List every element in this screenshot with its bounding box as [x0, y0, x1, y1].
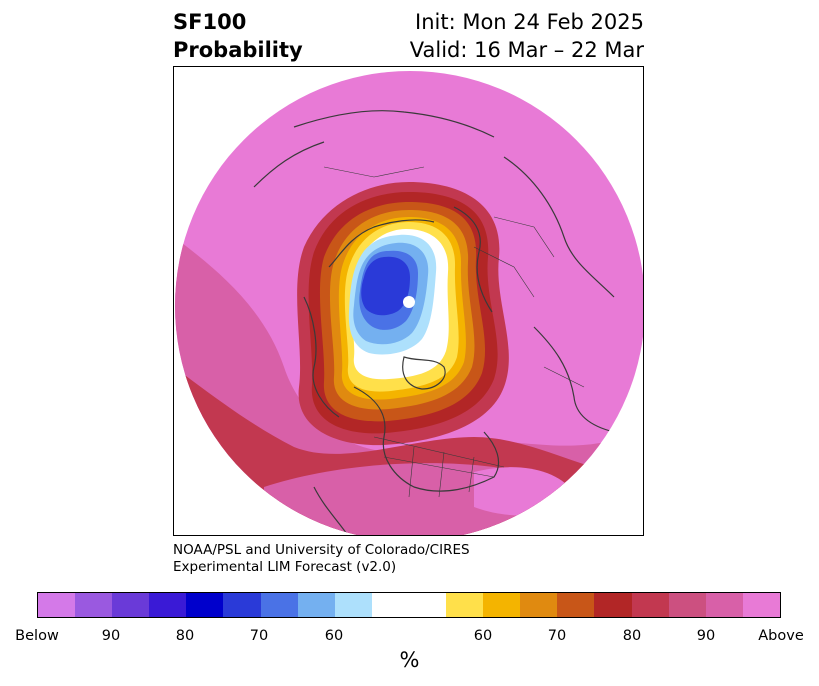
colorbar-cell [334, 593, 372, 617]
colorbar-cell [371, 593, 409, 617]
date-info: Init: Mon 24 Feb 2025 Valid: 16 Mar – 22… [410, 8, 644, 64]
colorbar-cell [705, 593, 743, 617]
colorbar-cell [75, 593, 113, 617]
map-title: SF100 Probability [173, 8, 303, 64]
colorbar-tick-label: 90 [696, 628, 716, 644]
north-pole-marker [403, 296, 415, 308]
colorbar-tick-label: 70 [547, 628, 567, 644]
colorbar-cell [520, 593, 558, 617]
title-line-variable: SF100 [173, 10, 247, 34]
colorbar-cell [408, 593, 447, 617]
colorbar-tick-label: 90 [101, 628, 121, 644]
colorbar-cell [557, 593, 595, 617]
colorbar-tick-label: Below [15, 628, 59, 644]
colorbar-cell [594, 593, 632, 617]
colorbar-tick-label: 60 [473, 628, 493, 644]
valid-dates: Valid: 16 Mar – 22 Mar [409, 38, 644, 62]
contour-below-70 [361, 256, 410, 316]
colorbar-cell [446, 593, 484, 617]
colorbar [37, 592, 781, 618]
polar-map [173, 66, 644, 536]
colorbar-ticks: Below 90 80 70 60 60 70 80 90 Above [0, 628, 819, 648]
colorbar-cell [112, 593, 150, 617]
colorbar-tick-label: 80 [622, 628, 642, 644]
colorbar-tick-label: 70 [249, 628, 269, 644]
credit-line-org: NOAA/PSL and University of Colorado/CIRE… [173, 542, 470, 558]
colorbar-cell [260, 593, 298, 617]
political-borders [323, 166, 585, 498]
colorbar-tick-label: Above [758, 628, 804, 644]
colorbar-cell [149, 593, 187, 617]
colorbar-cell [631, 593, 669, 617]
colorbar-cell [223, 593, 261, 617]
colorbar-cell [483, 593, 521, 617]
map-svg [175, 71, 643, 535]
colorbar-cell [742, 593, 780, 617]
colorbar-cell [38, 593, 76, 617]
colorbar-cell [297, 593, 335, 617]
init-date: Init: Mon 24 Feb 2025 [415, 10, 644, 34]
colorbar-cell [186, 593, 224, 617]
probability-contours [175, 110, 643, 535]
colorbar-tick-label: 60 [324, 628, 344, 644]
colorbar-tick-label: 80 [175, 628, 195, 644]
colorbar-unit-label: % [399, 648, 420, 672]
coastlines [253, 110, 615, 535]
credit-line-model: Experimental LIM Forecast (v2.0) [173, 559, 397, 575]
credit-text: NOAA/PSL and University of Colorado/CIRE… [173, 542, 470, 576]
colorbar-cell [668, 593, 706, 617]
title-line-probability: Probability [173, 38, 303, 62]
